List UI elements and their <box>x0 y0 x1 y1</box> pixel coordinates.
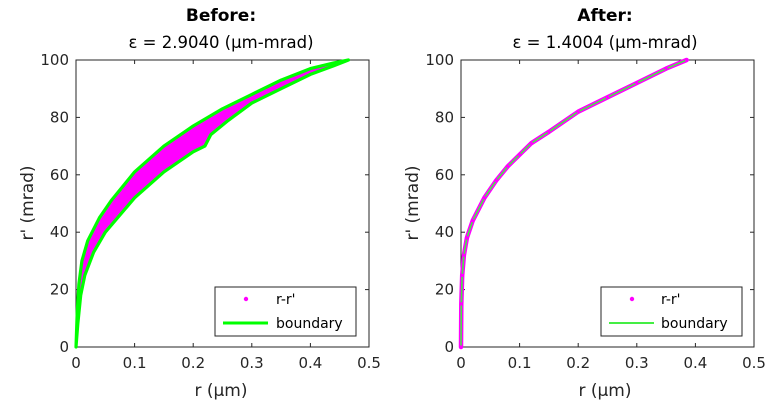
after-scatter-point <box>506 164 510 168</box>
before-title: Before: <box>186 6 256 26</box>
after-scatter-point <box>459 345 463 349</box>
before-y-tick-label: 0 <box>59 338 69 356</box>
before-legend-box <box>214 286 357 337</box>
before-x-tick-label: 0.4 <box>298 354 322 372</box>
after-scatter-point <box>462 253 466 257</box>
before-x-tick-label: 0.3 <box>240 354 264 372</box>
before-legend-boundary-label: boundary <box>276 316 343 332</box>
before-x-tick-label: 0.2 <box>181 354 205 372</box>
after-legend-scatter-marker <box>629 296 635 302</box>
after-x-tick-label: 0 <box>456 354 466 372</box>
before-x-axis-label: r (μm) <box>194 381 247 401</box>
after-y-tick-label: 100 <box>425 51 454 69</box>
after-scatter-point <box>664 67 668 71</box>
before-y-tick-label: 40 <box>50 223 69 241</box>
before-y-tick-label: 20 <box>50 281 69 299</box>
after-y-axis-label: r' (mrad) <box>403 165 423 240</box>
after-y-tick-label: 0 <box>444 338 454 356</box>
after-x-tick-label: 0.2 <box>566 354 590 372</box>
after-scatter-point <box>471 219 475 223</box>
after-scatter-point <box>605 95 610 99</box>
after-legend-boundary-label: boundary <box>661 316 728 332</box>
before-y-tick-label: 80 <box>50 108 69 126</box>
before-axes-frame <box>75 59 370 348</box>
before-boundary-line <box>74 58 351 349</box>
after-x-tick-label: 0.4 <box>683 354 707 372</box>
after-legend-scatter-label: r-r' <box>661 292 681 308</box>
before-x-tick-label: 0.1 <box>123 354 147 372</box>
before-subtitle: ε = 2.9040 (μm-mrad) <box>128 33 313 52</box>
after-axes-frame <box>460 59 755 348</box>
after-scatter-point <box>482 196 486 200</box>
after-legend: r-r' boundary <box>600 286 743 337</box>
after-y-tick-label: 60 <box>435 166 454 184</box>
after-scatter-point <box>547 130 551 134</box>
before-legend: r-r' boundary <box>214 286 357 337</box>
after-scatter-point <box>685 58 689 62</box>
before-plot-area: 0 0.1 0.2 0.3 0.4 0.5 0 20 40 60 80 100 <box>40 51 381 372</box>
after-subtitle: ε = 1.4004 (μm-mrad) <box>512 33 697 52</box>
before-legend-scatter-marker <box>243 296 249 302</box>
after-x-axis-label: r (μm) <box>578 381 631 401</box>
before-panel: Before: ε = 2.9040 (μm-mrad) 0 0.1 0.2 0.3 0… <box>18 6 381 401</box>
after-scatter-point <box>576 110 580 114</box>
before-legend-scatter-label: r-r' <box>276 292 296 308</box>
before-y-axis-label: r' (mrad) <box>18 165 38 240</box>
before-x-tick-label: 0.5 <box>357 354 381 372</box>
before-y-tick-label: 60 <box>50 166 69 184</box>
after-legend-box <box>600 286 743 337</box>
after-scatter-point <box>635 81 639 85</box>
after-x-tick-label: 0.1 <box>508 354 532 372</box>
after-y-tick-label: 20 <box>435 281 454 299</box>
after-x-tick-label: 0.3 <box>625 354 649 372</box>
after-scatter-point <box>494 178 498 183</box>
before-scatter-region <box>76 60 349 347</box>
after-scatter-point <box>529 141 533 145</box>
before-x-tick-label: 0 <box>71 354 81 372</box>
after-y-tick-label: 40 <box>435 223 454 241</box>
after-panel: After: ε = 1.4004 (μm-mrad) 0 0.1 0.2 0.3 0.… <box>403 6 766 401</box>
before-y-tick-label: 100 <box>40 51 69 69</box>
after-scatter-point <box>459 302 463 306</box>
after-y-tick-label: 80 <box>435 108 454 126</box>
after-scatter-point <box>518 153 522 157</box>
after-scatter-point <box>465 236 469 240</box>
after-scatter-point <box>460 273 464 277</box>
after-x-tick-label: 0.5 <box>742 354 766 372</box>
after-title: After: <box>577 6 632 26</box>
after-plot-area: 0 0.1 0.2 0.3 0.4 0.5 0 20 40 60 80 100 <box>425 51 766 372</box>
